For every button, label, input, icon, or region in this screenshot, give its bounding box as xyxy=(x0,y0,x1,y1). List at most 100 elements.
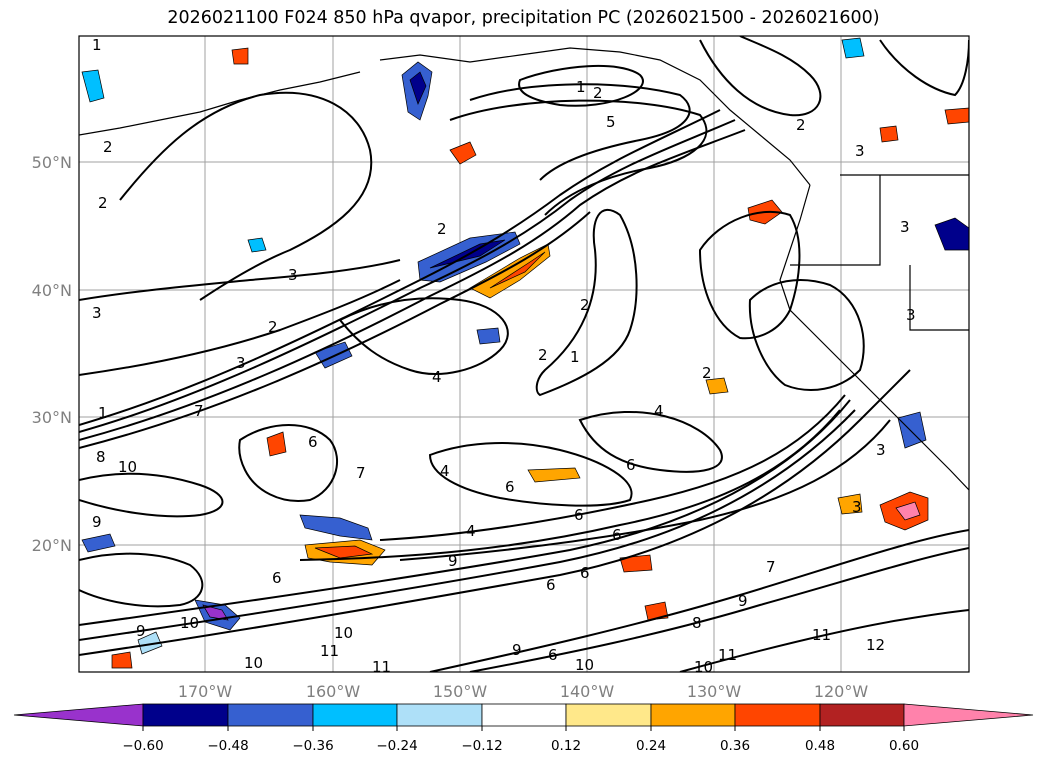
contour-label: 9 xyxy=(136,622,146,640)
colorbar-tick-label: −0.48 xyxy=(207,738,248,754)
contour-label: 6 xyxy=(612,526,622,544)
contour-label: 3 xyxy=(236,354,246,372)
precip-blob xyxy=(644,601,669,621)
lat-label-20n: 20°N xyxy=(32,536,72,555)
contour-label: 7 xyxy=(766,558,776,576)
contour-label: 11 xyxy=(812,626,831,644)
contour-line xyxy=(79,279,401,376)
colorbar-segment xyxy=(734,703,821,727)
contour-label: 6 xyxy=(580,564,590,582)
colorbar-tick-label: 0.24 xyxy=(636,738,666,754)
contour-label: 6 xyxy=(626,456,636,474)
precip-blob xyxy=(111,651,133,669)
contour-label: 12 xyxy=(866,636,885,654)
contour-label: 6 xyxy=(308,433,318,451)
precip-blob xyxy=(409,71,427,105)
contour-label: 2 xyxy=(437,220,447,238)
lon-label-120w: 120°W xyxy=(814,682,869,701)
precip-blob xyxy=(476,327,501,345)
lon-label-170w: 170°W xyxy=(178,682,233,701)
contour-line xyxy=(679,609,969,672)
contour-line xyxy=(428,442,633,507)
colorbar-tick-label: 0.12 xyxy=(551,738,581,754)
contour-line xyxy=(399,419,891,561)
colorbar-tick-label: 0.48 xyxy=(805,738,835,754)
precip-blob xyxy=(247,237,267,253)
precip-blob xyxy=(299,514,373,541)
contour-label: 1 xyxy=(98,404,108,422)
contour-label: 6 xyxy=(505,478,515,496)
contour-label: 7 xyxy=(194,402,204,420)
contour-label: 8 xyxy=(96,448,106,466)
contour-label: 3 xyxy=(906,306,916,324)
precip-blob xyxy=(81,69,105,103)
contour-label: 1 xyxy=(570,348,580,366)
contour-line xyxy=(748,279,865,391)
contour-label: 4 xyxy=(654,402,664,420)
precip-blob xyxy=(705,377,729,395)
lon-label-150w: 150°W xyxy=(433,682,488,701)
contour-label: 6 xyxy=(574,506,584,524)
contour-line xyxy=(238,424,339,502)
contour-line xyxy=(79,369,911,656)
contour-line xyxy=(119,91,373,301)
contour-label: 4 xyxy=(466,522,476,540)
coastlines xyxy=(79,47,969,491)
contour-label: 4 xyxy=(432,368,442,386)
colorbar-extend-low xyxy=(13,703,144,727)
colorbar-segment xyxy=(142,703,229,727)
contour-label: 3 xyxy=(852,498,862,516)
contour-label: 7 xyxy=(356,464,366,482)
contour-label: 9 xyxy=(448,552,458,570)
colorbar-tick-label: 0.60 xyxy=(889,738,919,754)
precip-blob xyxy=(231,47,249,65)
aleutian-islands xyxy=(79,71,361,136)
contour-line xyxy=(535,208,638,397)
contour-label: 9 xyxy=(512,641,522,659)
precip-blob xyxy=(934,217,969,251)
contour-line xyxy=(79,259,401,301)
lon-label-130w: 130°W xyxy=(687,682,742,701)
contour-label: 2 xyxy=(103,138,113,156)
contour-label: 11 xyxy=(320,642,339,660)
alaska-coast xyxy=(379,47,811,186)
precip-blob xyxy=(266,431,287,457)
contour-line xyxy=(469,83,691,181)
contour-label: 11 xyxy=(372,658,391,676)
contour-label: 4 xyxy=(440,462,450,480)
precip-blob xyxy=(879,125,899,143)
contour-label: 2 xyxy=(796,116,806,134)
colorbar-tick-label: −0.36 xyxy=(292,738,333,754)
contour-label: 10 xyxy=(244,654,263,672)
lon-label-160w: 160°W xyxy=(306,682,361,701)
contour-line xyxy=(79,109,721,426)
precip-blob xyxy=(489,251,546,289)
colorbar-segment xyxy=(227,703,314,727)
contour-label: 9 xyxy=(738,592,748,610)
contour-label: 3 xyxy=(900,218,910,236)
contour-line xyxy=(379,394,846,541)
contour-label: 10 xyxy=(334,624,353,642)
precip-blob xyxy=(619,554,653,573)
precip-blob xyxy=(469,243,551,299)
contour-label: 8 xyxy=(692,614,702,632)
precip-blob xyxy=(841,37,865,59)
map-panel xyxy=(79,36,969,672)
contour-line xyxy=(79,211,591,449)
lon-label-140w: 140°W xyxy=(560,682,615,701)
contour-label: 11 xyxy=(718,646,737,664)
precip-blob xyxy=(137,631,163,655)
colorbar-tick-label: 0.36 xyxy=(720,738,750,754)
lat-label-30n: 30°N xyxy=(32,408,72,427)
colorbar-segment xyxy=(565,703,652,727)
qvapor-contours xyxy=(79,36,969,672)
colorbar xyxy=(13,703,1034,727)
map-frame xyxy=(78,35,970,673)
contour-labels: 1 2 1 2 5 2 2 2 3 3 2 3 1 7 1 2 2 4 4 6 … xyxy=(92,36,916,676)
colorbar-tick-label: −0.24 xyxy=(376,738,417,754)
precip-blob xyxy=(895,501,921,521)
lat-label-50n: 50°N xyxy=(32,153,72,172)
plot-title: 2026021100 F024 850 hPa qvapor, precipit… xyxy=(167,8,880,28)
contour-label: 5 xyxy=(606,113,616,131)
